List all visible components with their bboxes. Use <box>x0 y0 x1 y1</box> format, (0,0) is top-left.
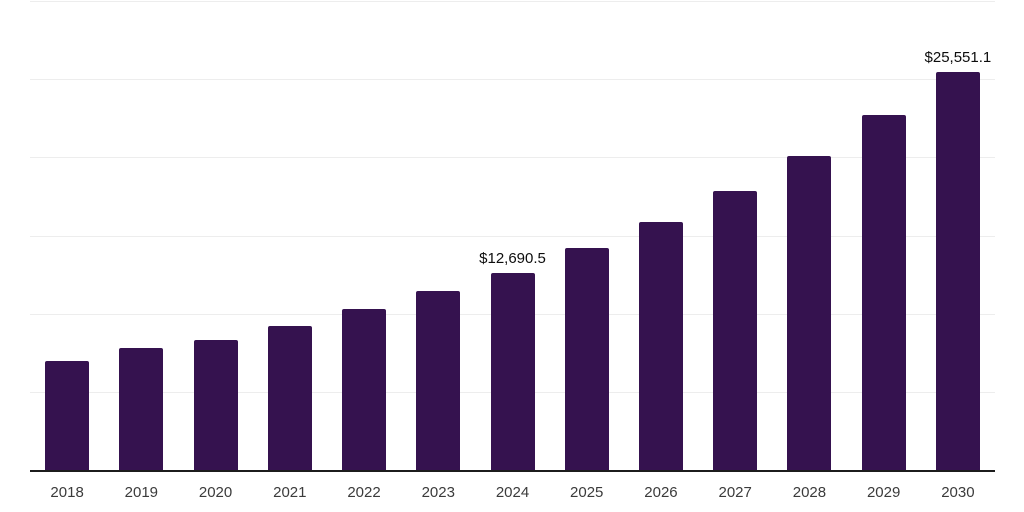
gridline-15000 <box>30 235 995 237</box>
bar-2023 <box>416 290 461 471</box>
data-label-2024: $12,690.5 <box>479 249 546 267</box>
x-tick-label-2021: 2021 <box>273 484 307 501</box>
bar-2022 <box>342 308 387 471</box>
plot-area: $12,690.5 $25,551.1 <box>30 0 995 472</box>
bar-2024 <box>490 272 535 471</box>
x-tick-label-2018: 2018 <box>50 484 84 501</box>
x-tick-label-2024: 2024 <box>495 484 530 501</box>
bar-2030 <box>935 71 980 471</box>
x-tick-label-2029: 2029 <box>866 484 901 501</box>
x-tick-label-2028: 2028 <box>792 484 827 501</box>
x-tick-label-2022: 2022 <box>347 484 381 501</box>
bar-2028 <box>787 156 832 471</box>
bar-2027 <box>713 191 758 471</box>
bar-2021 <box>267 326 312 471</box>
bar-2026 <box>638 221 683 471</box>
x-tick-label-2026: 2026 <box>644 484 678 501</box>
bar-2025 <box>564 248 609 471</box>
x-tick-label-2019: 2019 <box>124 484 159 501</box>
x-tick-label-2030: 2030 <box>941 484 975 501</box>
x-axis-tick-labels: 2018 2019 2020 2021 2022 2023 2024 2025 2026 2027… <box>30 484 995 504</box>
x-tick-label-2023: 2023 <box>421 484 455 501</box>
bar-2018 <box>45 361 90 471</box>
x-tick-label-2025: 2025 <box>570 484 604 501</box>
gridline-20000 <box>30 157 995 159</box>
bar-2020 <box>193 340 238 471</box>
x-tick-label-2020: 2020 <box>198 484 233 501</box>
data-label-2030: $25,551.1 <box>924 48 992 66</box>
bar-2029 <box>861 114 906 471</box>
bar-2019 <box>119 347 164 471</box>
x-axis-line <box>30 470 995 472</box>
gridline-25000 <box>30 79 995 81</box>
gridline-30000 <box>30 1 995 2</box>
x-tick-label-2027: 2027 <box>718 484 752 501</box>
